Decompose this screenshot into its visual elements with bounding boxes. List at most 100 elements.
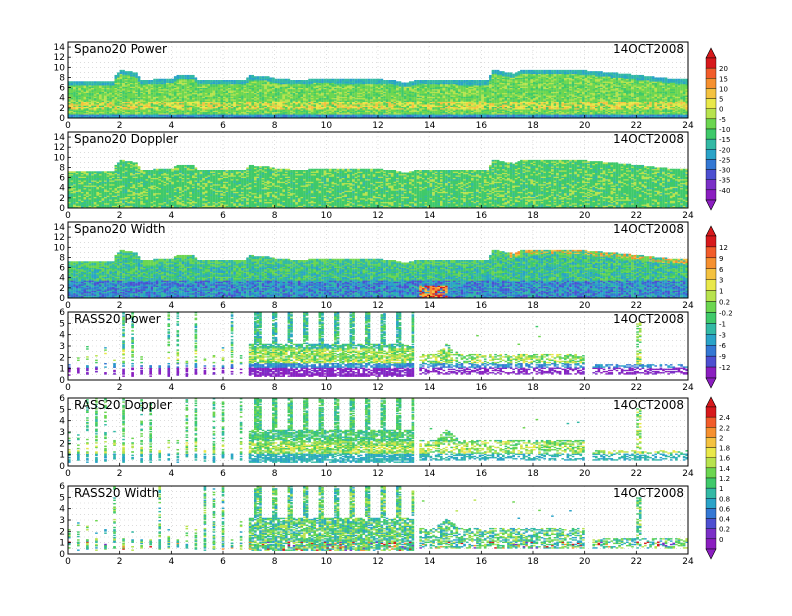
- data-cell: [158, 79, 161, 81]
- data-cell: [164, 79, 167, 81]
- data-cell: [264, 76, 267, 78]
- data-cell: [293, 80, 296, 82]
- data-cell: [306, 80, 309, 82]
- data-cell: [321, 79, 324, 81]
- data-cell: [383, 80, 386, 82]
- data-cell: [391, 80, 394, 82]
- data-cell: [339, 79, 342, 81]
- data-cell: [282, 79, 285, 81]
- data-cell: [468, 80, 471, 82]
- data-cell: [223, 80, 226, 82]
- data-cell: [231, 80, 234, 82]
- data-cell: [257, 76, 260, 78]
- data-cell: [288, 79, 291, 81]
- data-cell: [448, 80, 451, 82]
- data-cell: [215, 80, 218, 82]
- data-cell: [122, 70, 125, 72]
- data-cell: [192, 75, 195, 77]
- data-cell: [241, 80, 244, 82]
- data-cell: [399, 81, 402, 83]
- data-cell: [406, 83, 409, 85]
- data-cell: [476, 80, 479, 82]
- data-cell: [368, 79, 371, 81]
- data-cell: [166, 79, 169, 81]
- data-cell: [388, 80, 391, 82]
- data-cell: [104, 81, 107, 83]
- data-cell: [73, 81, 76, 83]
- data-cell: [96, 81, 99, 83]
- data-cell: [386, 80, 389, 82]
- data-cell: [290, 80, 293, 82]
- data-cell: [226, 80, 229, 82]
- data-cell: [71, 81, 74, 83]
- data-cell: [375, 79, 378, 81]
- data-cell: [246, 77, 249, 79]
- data-cell: [378, 79, 381, 81]
- data-cell: [244, 80, 247, 82]
- data-cell: [148, 80, 151, 82]
- data-cell: [453, 80, 456, 82]
- data-cell: [445, 80, 448, 82]
- data-cell: [146, 80, 149, 82]
- data-cell: [99, 81, 102, 83]
- data-cell: [259, 76, 262, 78]
- data-cell: [463, 80, 466, 82]
- data-cell: [179, 75, 182, 77]
- data-cell: [86, 81, 89, 83]
- data-cell: [342, 79, 345, 81]
- data-cell: [319, 79, 322, 81]
- data-cell: [236, 80, 239, 82]
- data-cell: [187, 75, 190, 77]
- data-cell: [251, 75, 254, 77]
- data-cell: [311, 79, 314, 81]
- data-cell: [143, 80, 146, 82]
- data-cell: [202, 80, 205, 82]
- data-cell: [117, 72, 120, 74]
- data-cell: [76, 81, 79, 83]
- data-cell: [112, 81, 115, 83]
- data-cell: [177, 75, 180, 77]
- data-cell: [115, 75, 118, 77]
- data-cell: [425, 80, 428, 82]
- data-cell: [308, 79, 311, 81]
- data-cell: [357, 79, 360, 81]
- data-cell: [184, 75, 187, 77]
- data-cell: [360, 79, 363, 81]
- data-cell: [332, 79, 335, 81]
- data-cell: [355, 79, 358, 81]
- data-cell: [138, 76, 141, 78]
- data-cell: [381, 79, 384, 81]
- data-cell: [228, 80, 231, 82]
- data-cell: [133, 72, 136, 74]
- data-cell: [267, 76, 270, 78]
- data-cell: [298, 80, 301, 82]
- data-cell: [174, 76, 177, 78]
- data-cell: [107, 81, 110, 83]
- data-cell: [161, 79, 164, 81]
- data-cell: [218, 80, 221, 82]
- data-cell: [135, 72, 138, 74]
- data-cell: [417, 80, 420, 82]
- data-cell: [89, 81, 92, 83]
- data-cell: [352, 79, 355, 81]
- data-cell: [456, 80, 459, 82]
- data-cell: [440, 80, 443, 82]
- data-cell: [84, 81, 87, 83]
- data-cell: [220, 80, 223, 82]
- data-cell: [280, 79, 283, 81]
- data-cell: [430, 80, 433, 82]
- data-cell: [189, 75, 192, 77]
- data-cell: [169, 79, 172, 81]
- data-cell: [396, 81, 399, 83]
- data-cell: [301, 80, 304, 82]
- data-cell: [427, 80, 430, 82]
- data-cell: [414, 80, 417, 82]
- data-cell: [275, 79, 278, 81]
- data-cell: [422, 80, 425, 82]
- data-cell: [437, 80, 440, 82]
- data-cell: [156, 79, 159, 81]
- data-cell: [239, 80, 242, 82]
- data-cell: [466, 80, 469, 82]
- data-cell: [125, 71, 128, 73]
